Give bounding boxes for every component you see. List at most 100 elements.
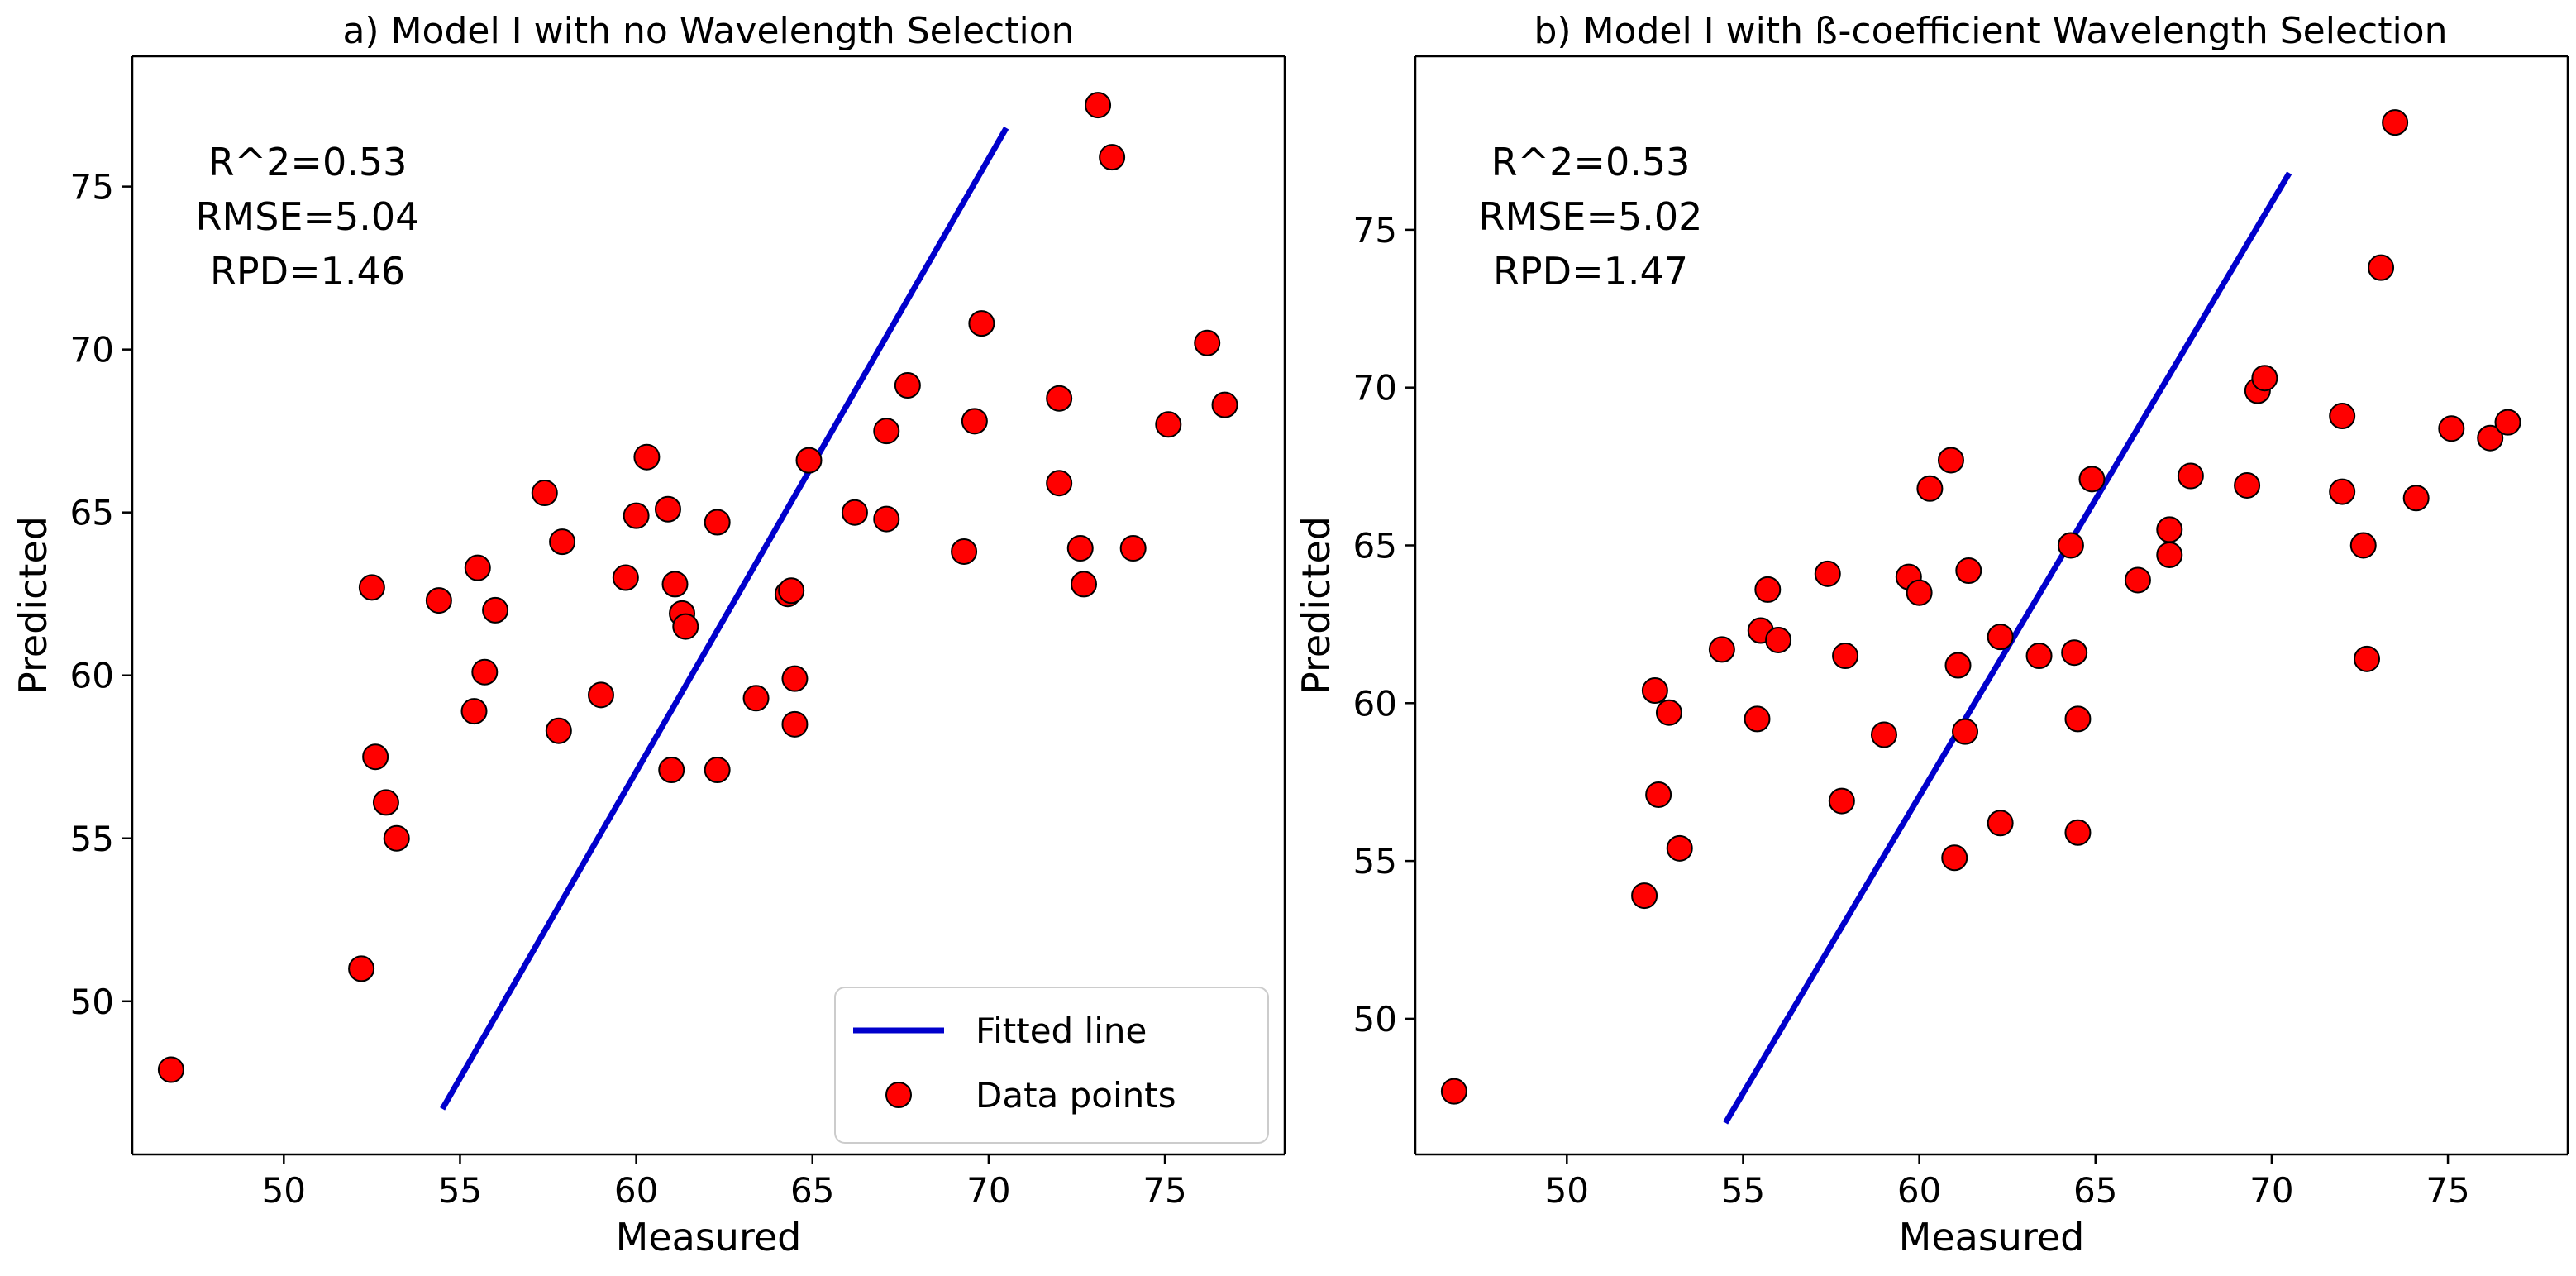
data-point xyxy=(658,757,685,784)
y-tick-label: 55 xyxy=(1353,841,1397,882)
data-point xyxy=(1641,677,1668,705)
data-point xyxy=(471,658,499,686)
data-point xyxy=(1870,721,1897,748)
data-point xyxy=(1655,699,1682,726)
data-point xyxy=(704,509,731,536)
legend-box xyxy=(834,987,1269,1144)
data-point xyxy=(781,665,809,692)
data-point xyxy=(1754,576,1782,603)
y-tick-label: 55 xyxy=(70,819,114,859)
data-point xyxy=(2354,645,2381,672)
stats-annotation: RMSE=5.02 xyxy=(1479,194,1703,239)
data-point xyxy=(1119,535,1147,562)
data-point xyxy=(873,418,900,445)
data-point xyxy=(1944,652,1972,679)
data-point xyxy=(661,571,689,598)
data-point xyxy=(1906,579,1933,606)
y-tick-label: 50 xyxy=(1353,999,1397,1039)
stats-annotation: R^2=0.53 xyxy=(1491,140,1691,184)
data-point xyxy=(1066,535,1094,562)
stats-annotation: RPD=1.47 xyxy=(1493,249,1688,294)
data-point xyxy=(1952,718,1979,745)
data-point xyxy=(358,574,385,601)
data-point xyxy=(2124,566,2151,594)
x-axis-label: Measured xyxy=(1899,1215,2085,1259)
data-point xyxy=(2156,516,2183,543)
data-point xyxy=(482,596,509,624)
data-point xyxy=(1666,834,1693,862)
data-point xyxy=(1987,624,2014,651)
x-tick-label: 55 xyxy=(1721,1170,1765,1211)
data-point xyxy=(781,710,809,738)
fitted-line xyxy=(440,126,1009,1111)
data-point xyxy=(2438,415,2465,442)
data-point xyxy=(2064,705,2092,733)
data-point xyxy=(1916,475,1944,502)
y-tick-label: 65 xyxy=(1353,525,1397,566)
data-point xyxy=(348,955,375,982)
data-point xyxy=(1814,560,1841,587)
data-point xyxy=(1987,810,2014,837)
x-tick-label: 55 xyxy=(438,1170,482,1211)
y-axis-label: Predicted xyxy=(1294,516,1338,695)
data-point xyxy=(2477,424,2504,452)
x-tick-label: 65 xyxy=(790,1170,834,1211)
data-point xyxy=(1085,92,1112,119)
data-point xyxy=(425,587,452,614)
x-tick-label: 75 xyxy=(2426,1170,2469,1211)
x-tick-label: 75 xyxy=(1143,1170,1186,1211)
data-point xyxy=(2177,462,2204,490)
data-point xyxy=(2057,532,2084,559)
data-point xyxy=(2368,254,2395,281)
x-axis-label: Measured xyxy=(616,1215,802,1259)
chart-title: a) Model I with no Wavelength Selection xyxy=(342,10,1074,52)
y-tick-label: 60 xyxy=(1353,683,1397,724)
data-point xyxy=(545,717,572,744)
data-point xyxy=(894,372,921,399)
data-point xyxy=(1194,329,1221,356)
data-point xyxy=(464,554,491,581)
data-point xyxy=(531,480,558,507)
x-tick-label: 50 xyxy=(262,1170,306,1211)
data-point xyxy=(1955,557,1982,585)
stats-annotation: R^2=0.53 xyxy=(208,140,408,184)
y-tick-label: 50 xyxy=(70,982,114,1022)
data-point xyxy=(612,564,639,591)
data-point xyxy=(2234,471,2261,499)
data-point xyxy=(2382,109,2409,136)
x-tick-label: 60 xyxy=(1897,1170,1941,1211)
data-point xyxy=(1708,636,1735,663)
data-point xyxy=(1937,447,1964,474)
y-axis-label: Predicted xyxy=(11,516,55,695)
data-point xyxy=(2156,541,2183,568)
y-tick-label: 75 xyxy=(70,167,114,208)
data-point xyxy=(2349,532,2377,559)
data-point xyxy=(1071,571,1098,598)
data-point xyxy=(1828,787,1855,815)
data-point xyxy=(623,502,650,529)
data-point xyxy=(1099,144,1126,171)
chart-panel-a: a) Model I with no Wavelength Selection 5… xyxy=(11,10,1286,1259)
data-point xyxy=(1631,882,1658,910)
data-point xyxy=(968,310,995,337)
data-point xyxy=(795,447,823,474)
y-tick-label: 70 xyxy=(1353,368,1397,409)
y-tick-label: 65 xyxy=(70,493,114,533)
y-tick-label: 60 xyxy=(70,656,114,696)
stats-annotation: RMSE=5.04 xyxy=(196,194,420,239)
x-tick-label: 70 xyxy=(966,1170,1010,1211)
data-point xyxy=(951,538,978,565)
data-point xyxy=(383,824,410,852)
data-point xyxy=(587,681,614,709)
data-point xyxy=(2251,365,2278,392)
y-tick-label: 70 xyxy=(70,330,114,370)
data-point xyxy=(778,577,805,605)
data-point xyxy=(362,743,389,771)
data-point xyxy=(2329,478,2356,505)
data-point xyxy=(1645,781,1672,808)
data-point xyxy=(704,757,731,784)
data-point xyxy=(372,789,399,816)
data-point xyxy=(2025,643,2053,670)
data-point xyxy=(654,495,681,523)
